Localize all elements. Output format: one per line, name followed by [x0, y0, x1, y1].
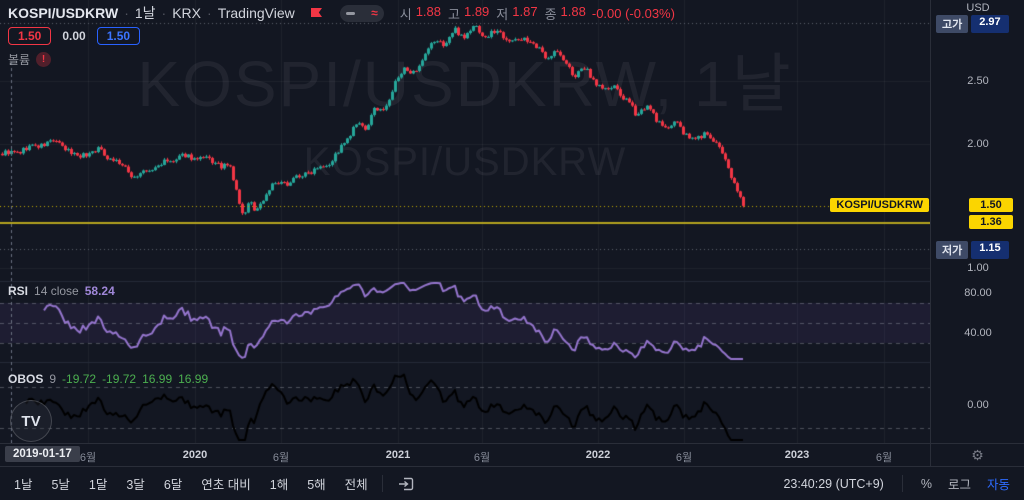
approx-icon: ≈ — [371, 6, 378, 20]
range-buttons: 1날 5날 1달 3달 6달 연초 대비 1해 5해 전체 — [14, 474, 368, 493]
exchange-label[interactable]: KRX — [172, 5, 202, 21]
obos-value-3: 16.99 — [142, 372, 173, 386]
obos-value-2: -19.72 — [102, 372, 137, 386]
market-status-toggle[interactable]: ≈ — [339, 4, 384, 22]
volume-error-icon[interactable]: ! — [36, 52, 52, 67]
axis-settings-gear-icon[interactable]: ⚙ — [930, 444, 1024, 466]
high-label: 고가 — [936, 15, 969, 33]
go-to-date-icon[interactable] — [397, 475, 415, 493]
ohlc-value: 1.88 — [560, 3, 586, 19]
dash-icon — [345, 11, 355, 15]
range-button[interactable]: 5날 — [51, 478, 70, 492]
range-button[interactable]: 1해 — [269, 478, 289, 492]
bottom-toolbar: 1날 5날 1달 3달 6달 연초 대비 1해 5해 전체 23:40:29 (UTC+9) %… — [0, 466, 1024, 500]
interval-label[interactable]: 1날 — [134, 5, 156, 21]
value-badge-blue[interactable]: 1.50 — [96, 27, 141, 45]
obos-value-4: 16.99 — [178, 372, 209, 386]
ohlc-label: 종 — [544, 6, 557, 22]
percent-scale-button[interactable]: % — [920, 476, 932, 491]
ohlc-label: 저 — [496, 6, 509, 22]
value-badge-red[interactable]: 1.50 — [8, 27, 52, 45]
ohlc-value: 1.87 — [512, 3, 538, 19]
time-axis-label: 2021 — [385, 449, 411, 461]
low-value: 1.15 — [971, 241, 1009, 259]
time-axis-label: 2023 — [784, 449, 810, 461]
flag-icon[interactable] — [309, 6, 324, 21]
ohlc-values: 시 1.88 고 1.89 저 1.87 종 1.88 — [400, 4, 586, 23]
obos-title[interactable]: OBOS — [8, 372, 44, 386]
obos-value-1: -19.72 — [62, 372, 97, 386]
separator-dot: · — [207, 5, 212, 21]
range-button[interactable]: 전체 — [344, 478, 368, 492]
ohlc-label: 시 — [399, 6, 412, 22]
range-button[interactable]: 연초 대비 — [201, 478, 251, 492]
time-axis-label: 6월 — [473, 452, 491, 464]
rsi-tick-40: 40.00 — [964, 327, 992, 339]
volume-legend: 볼륨 ! — [8, 51, 52, 68]
toolbar-right: 23:40:29 (UTC+9) % 로그 자동 — [783, 474, 1010, 493]
rsi-params: 14 close — [34, 284, 79, 298]
time-axis-label: 2020 — [182, 449, 208, 461]
separator-dot: · — [161, 5, 167, 21]
change-value: -0.00 (-0.03%) — [591, 5, 675, 21]
price-tick: 2.50 — [967, 75, 989, 87]
separator-dot: · — [124, 5, 129, 21]
ohlc-label: 고 — [448, 6, 460, 22]
time-axis-label: 6월 — [675, 452, 693, 464]
alert-line-badge: 1.36 — [969, 215, 1013, 229]
log-scale-button[interactable]: 로그 — [947, 478, 971, 492]
auto-scale-button[interactable]: 자동 — [986, 478, 1010, 492]
price-tick: 1.00 — [967, 262, 989, 274]
time-axis-label: 6월 — [272, 452, 290, 464]
time-axis-label: 6월 — [79, 452, 97, 464]
range-button[interactable]: 6달 — [163, 478, 183, 492]
toolbar-divider — [381, 475, 383, 492]
obos-legend: OBOS 9 -19.72 -19.72 16.99 16.99 — [8, 372, 208, 386]
chart-legend-header: KOSPI/USDKRW · 1날 · KRX · TradingView ≈ … — [8, 3, 675, 23]
clock-label[interactable]: 23:40:29 (UTC+9) — [783, 476, 884, 491]
volume-label[interactable]: 볼륨 — [8, 53, 31, 67]
legend-value-badges: 1.50 0.00 1.50 — [8, 27, 141, 45]
time-axis-label: 2022 — [585, 449, 611, 461]
low-badge: 저가 1.15 — [936, 241, 1009, 259]
price-tick: 2.00 — [967, 138, 989, 150]
rsi-value: 58.24 — [84, 284, 115, 298]
ohlc-value: 1.89 — [463, 3, 490, 19]
symbol-title[interactable]: KOSPI/USDKRW — [8, 5, 119, 21]
price-chart-canvas[interactable] — [0, 0, 930, 443]
platform-label[interactable]: TradingView — [217, 5, 295, 21]
axis-currency-label: USD — [966, 2, 990, 14]
time-axis-label: 6월 — [875, 452, 893, 464]
tradingview-logo[interactable]: TV — [10, 400, 52, 442]
obos-params: 9 — [49, 372, 57, 386]
rsi-title[interactable]: RSI — [8, 284, 29, 298]
range-button[interactable]: 3달 — [126, 478, 145, 492]
range-button[interactable]: 1날 — [14, 478, 33, 492]
rsi-tick-80: 80.00 — [964, 287, 992, 299]
high-value: 2.97 — [971, 15, 1009, 33]
time-axis[interactable]: 2019-01-17 6월 2020 6월 2021 6월 2022 6월 2023 6월 ⚙ — [0, 443, 1024, 466]
range-button[interactable]: 1달 — [88, 478, 108, 492]
chart-area: KOSPI/USDKRW, 1날 KOSPI/USDKRW KOSPI/USDK… — [0, 0, 1024, 443]
toolbar-divider — [901, 475, 903, 492]
ohlc-value: 1.88 — [415, 3, 442, 19]
rsi-legend: RSI 14 close 58.24 — [8, 284, 115, 298]
price-line-symbol-label: KOSPI/USDKRW — [830, 198, 929, 212]
crosshair-date-label: 2019-01-17 — [5, 446, 80, 462]
obos-tick-0: 0.00 — [967, 399, 989, 411]
range-button[interactable]: 5해 — [307, 478, 326, 492]
last-price-badge: 1.50 — [969, 198, 1013, 212]
value-badge-mid: 0.00 — [62, 29, 86, 43]
high-badge: 고가 2.97 — [936, 15, 1009, 33]
price-axis[interactable]: USD 고가 2.97 2.50 2.00 1.50 1.36 저가 1.15 … — [930, 0, 1024, 443]
low-label: 저가 — [936, 241, 969, 259]
